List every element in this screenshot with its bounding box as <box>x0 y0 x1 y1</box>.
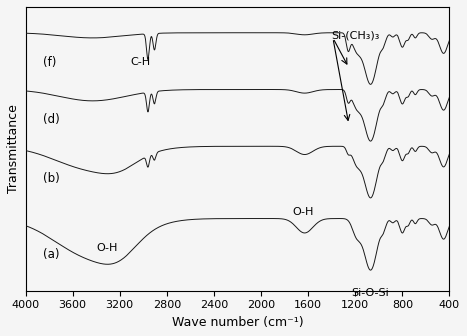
Text: Si-O-Si: Si-O-Si <box>352 288 389 298</box>
Text: (b): (b) <box>43 172 60 185</box>
Text: (f): (f) <box>43 56 57 69</box>
Text: (d): (d) <box>43 113 60 126</box>
Text: O-H: O-H <box>293 207 314 217</box>
Text: Si-(CH₃)₃: Si-(CH₃)₃ <box>332 30 380 40</box>
Text: O-H: O-H <box>96 243 118 253</box>
Text: (a): (a) <box>43 248 60 261</box>
Text: C-H: C-H <box>131 57 151 67</box>
X-axis label: Wave number (cm⁻¹): Wave number (cm⁻¹) <box>172 316 303 329</box>
Y-axis label: Transmittance: Transmittance <box>7 104 20 193</box>
